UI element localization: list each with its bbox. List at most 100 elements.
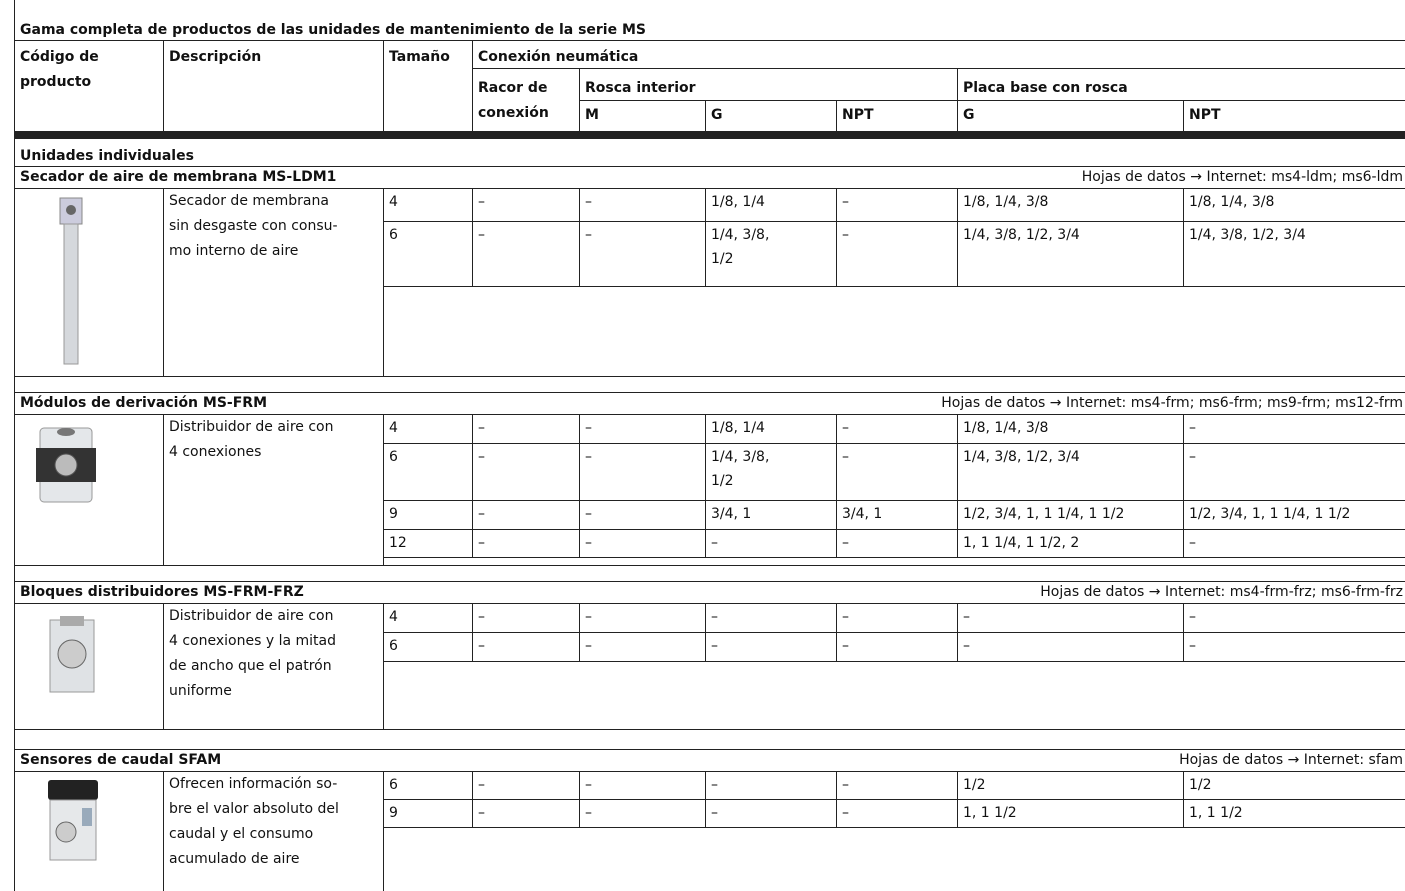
cell: – — [478, 535, 485, 551]
description: mo interno de aire — [169, 243, 299, 259]
cell: – — [585, 535, 592, 551]
rule — [957, 188, 958, 221]
header-cell: G — [711, 107, 723, 123]
rule — [14, 581, 1405, 582]
rule — [472, 68, 1405, 69]
rule — [579, 603, 580, 632]
cell: 3/4, 1 — [711, 506, 752, 522]
rule — [14, 376, 1405, 377]
cell: – — [478, 506, 485, 522]
rule — [1183, 188, 1184, 221]
cell: – — [842, 194, 849, 210]
description: Distribuidor de aire con — [169, 419, 334, 435]
rule — [472, 799, 473, 827]
header-cell: Descripción — [169, 49, 262, 65]
description: 4 conexiones — [169, 444, 262, 460]
cell: – — [1189, 535, 1196, 551]
cell: – — [585, 227, 592, 243]
rule — [472, 632, 473, 661]
cell: 1/4, 3/8, 1/2, 3/4 — [963, 449, 1080, 465]
cell: – — [711, 777, 718, 793]
rule — [383, 827, 1405, 828]
rule — [14, 392, 1405, 393]
cell: – — [711, 638, 718, 654]
rule — [383, 661, 1405, 662]
cell: 1, 1 1/2 — [1189, 805, 1243, 821]
rule — [472, 40, 473, 131]
cell: – — [478, 227, 485, 243]
rule — [14, 603, 1405, 604]
rule — [1183, 414, 1184, 443]
header-cell: producto — [20, 74, 92, 90]
cell: – — [478, 638, 485, 654]
rule — [836, 632, 837, 661]
description: Distribuidor de aire con — [169, 608, 334, 624]
rule — [705, 188, 706, 221]
datasheet-link: Hojas de datos → Internet: ms4-frm-frz; … — [1040, 584, 1403, 600]
cell: – — [842, 449, 849, 465]
cell: – — [842, 227, 849, 243]
cell: 1/4, 3/8, 1/2 — [711, 449, 770, 489]
rule — [957, 68, 958, 131]
description: caudal y el consumo — [169, 826, 314, 842]
cell: 1/2 — [1189, 777, 1212, 793]
cell: 6 — [389, 777, 398, 793]
rule — [1183, 771, 1184, 799]
cell: 6 — [389, 638, 398, 654]
cell: – — [478, 194, 485, 210]
rule — [579, 414, 580, 443]
rule — [383, 188, 384, 376]
rule — [579, 188, 580, 221]
cell: – — [1189, 449, 1196, 465]
cell: – — [478, 420, 485, 436]
rule — [14, 0, 15, 891]
cell: – — [963, 638, 970, 654]
rule — [383, 286, 1405, 287]
rule — [836, 603, 837, 632]
rule — [1183, 529, 1184, 557]
section-title: Bloques distribuidores MS-FRM-FRZ — [20, 584, 304, 600]
cell: – — [1189, 420, 1196, 436]
cell: – — [585, 805, 592, 821]
header-cell: NPT — [842, 107, 874, 123]
rule — [163, 40, 164, 131]
rule — [705, 799, 706, 827]
rule — [14, 729, 1405, 730]
rule — [163, 414, 164, 565]
cell: 4 — [389, 194, 398, 210]
cell: 1/2, 3/4, 1, 1 1/4, 1 1/2 — [1189, 506, 1351, 522]
cell: 12 — [389, 535, 407, 551]
cell: 3/4, 1 — [842, 506, 883, 522]
rule — [957, 603, 958, 632]
rule — [472, 603, 473, 632]
datasheet-link: Hojas de datos → Internet: sfam — [1179, 752, 1403, 768]
rule — [383, 632, 1405, 633]
rule — [705, 443, 706, 500]
rule — [836, 500, 837, 529]
rule — [14, 131, 1405, 139]
rule — [579, 68, 580, 131]
rule — [163, 188, 164, 376]
cell: 9 — [389, 506, 398, 522]
header-cell: Conexión neumática — [478, 49, 639, 65]
cell: – — [963, 609, 970, 625]
rule — [14, 749, 1405, 750]
cell: – — [478, 609, 485, 625]
description: uniforme — [169, 683, 232, 699]
rule — [163, 771, 164, 891]
rule — [705, 529, 706, 557]
rule — [1183, 443, 1184, 500]
header-cell: G — [963, 107, 975, 123]
rule — [705, 500, 706, 529]
cell: 1/2 — [963, 777, 986, 793]
rule — [163, 603, 164, 729]
cell: – — [1189, 638, 1196, 654]
rule — [472, 414, 473, 443]
rule — [383, 40, 384, 131]
product-image — [49, 616, 95, 693]
cell: 4 — [389, 420, 398, 436]
section-title: Sensores de caudal SFAM — [20, 752, 222, 768]
rule — [579, 799, 580, 827]
cell: – — [585, 638, 592, 654]
